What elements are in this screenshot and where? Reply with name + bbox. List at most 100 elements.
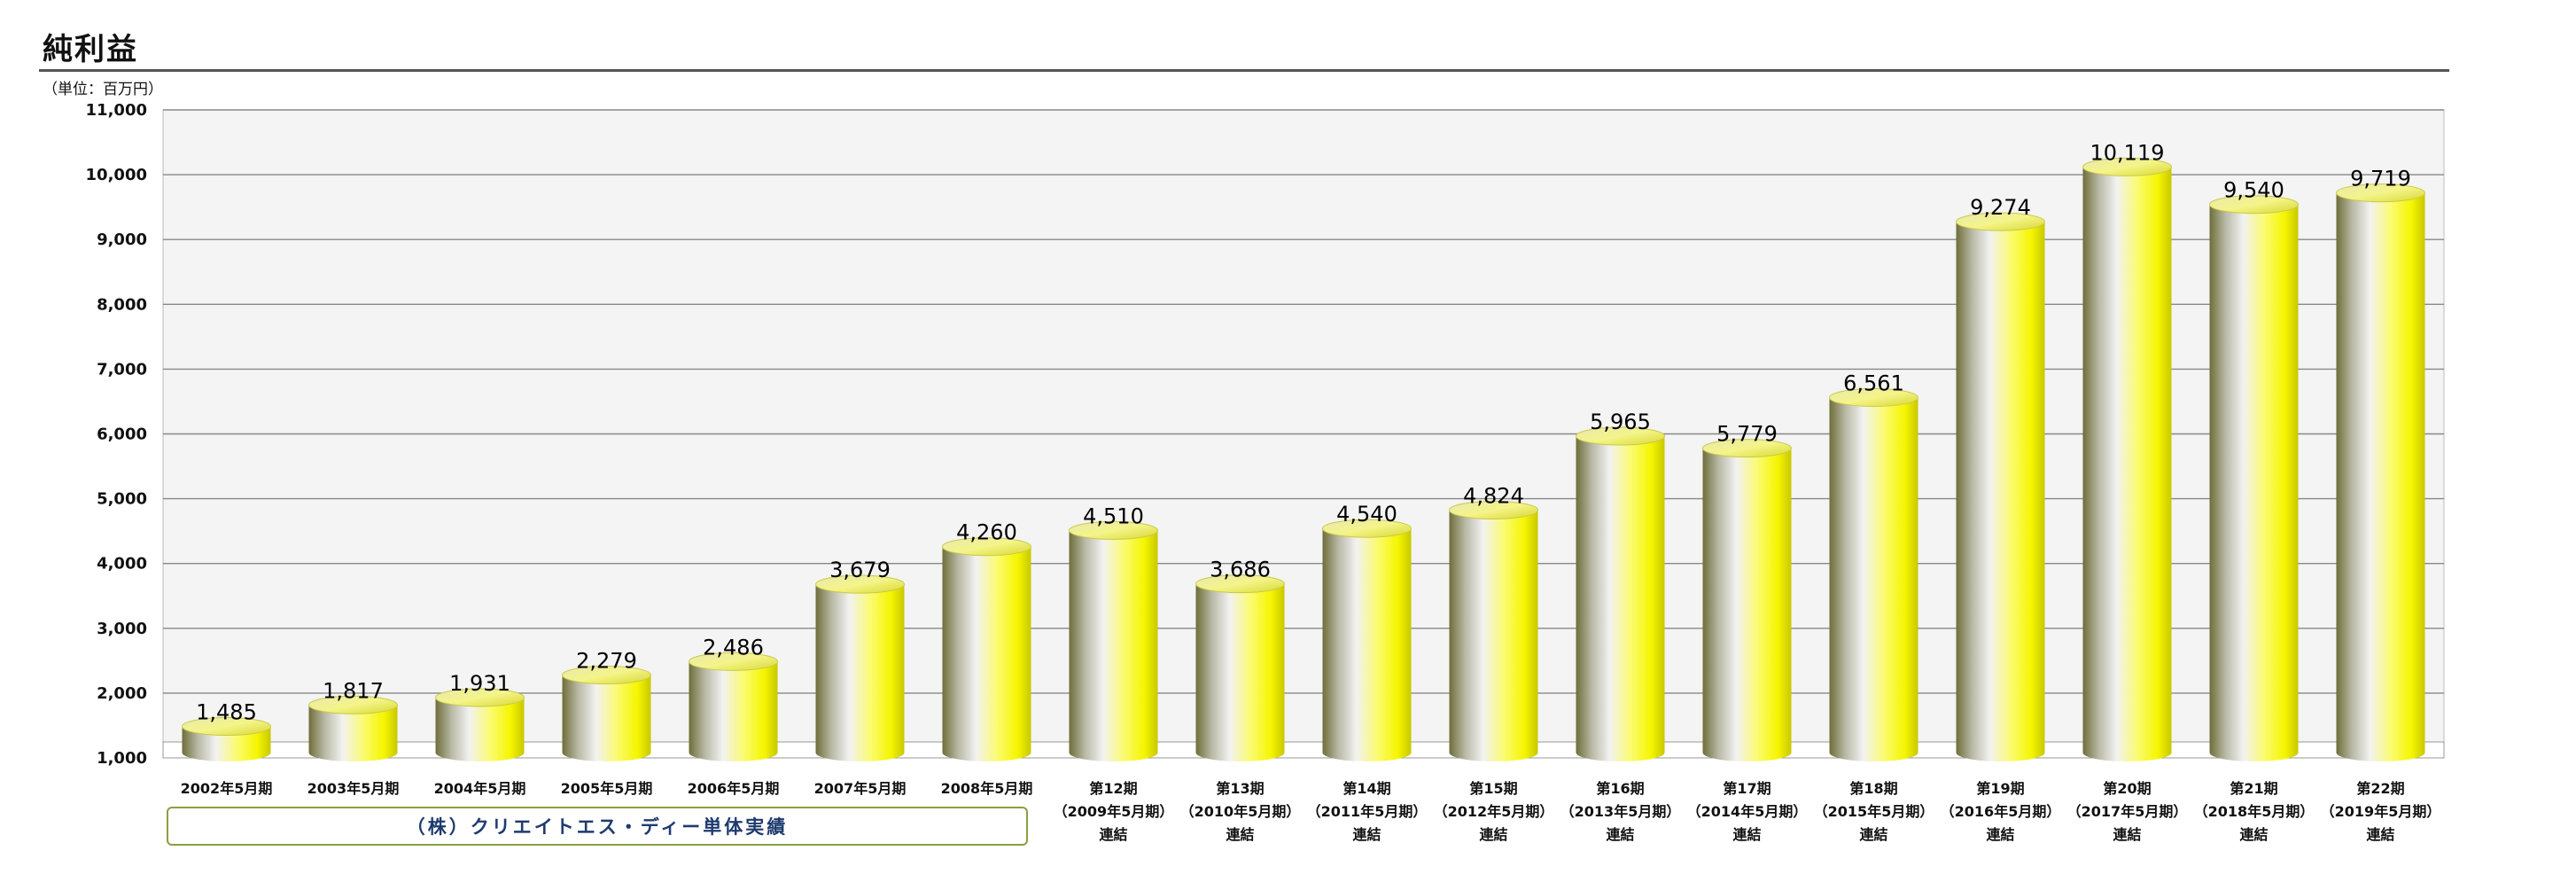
bar-body xyxy=(435,697,525,761)
bar-body xyxy=(1829,397,1918,761)
data-label: 9,274 xyxy=(1970,195,2031,220)
x-tick-label: 2003年5月期 xyxy=(307,780,400,797)
data-label: 2,486 xyxy=(703,635,764,660)
bar-body xyxy=(689,661,778,761)
bar-top xyxy=(1702,439,1792,458)
bar xyxy=(562,666,651,761)
bar xyxy=(182,717,271,761)
bar xyxy=(1069,520,1158,761)
bar-body xyxy=(562,675,651,761)
chart-title: 純利益 xyxy=(43,32,138,67)
data-label: 4,260 xyxy=(956,520,1017,545)
y-tick-label: 4,000 xyxy=(97,555,147,574)
bar-top xyxy=(1195,574,1285,594)
y-tick-label: 10,000 xyxy=(86,166,147,184)
x-tick-label: 2005年5月期 xyxy=(561,780,653,797)
data-label: 10,119 xyxy=(2090,140,2165,165)
bar xyxy=(308,695,398,761)
bar-top xyxy=(182,717,271,737)
bar xyxy=(1702,439,1792,761)
bar-body xyxy=(1449,510,1538,761)
bar xyxy=(815,574,905,761)
bar-body xyxy=(1956,222,2045,761)
bar xyxy=(2082,157,2172,761)
x-tick-label: 第15期（2012年5月期）連結 xyxy=(1434,780,1554,843)
bar-top xyxy=(942,537,1031,557)
bar-top xyxy=(1069,520,1158,540)
data-label: 9,719 xyxy=(2350,167,2411,191)
bar-body xyxy=(942,546,1031,761)
x-tick-label: 第17期（2014年5月期）連結 xyxy=(1687,780,1808,843)
data-label: 4,510 xyxy=(1083,503,1144,528)
bar-top xyxy=(308,695,398,714)
data-label: 9,540 xyxy=(2223,178,2284,203)
x-tick-label: 第21期（2018年5月期）連結 xyxy=(2194,780,2315,843)
x-tick-label: 第14期（2011年5月期）連結 xyxy=(1307,780,1428,843)
bar xyxy=(1956,212,2045,761)
standalone-results-note: （株）クリエイトエス・ディー単体実績 xyxy=(167,807,1028,846)
data-label: 3,686 xyxy=(1210,558,1271,582)
bar-body xyxy=(2082,167,2172,761)
bar xyxy=(2336,183,2425,761)
bar xyxy=(1576,426,1665,761)
bar-body xyxy=(182,726,271,761)
data-label: 4,824 xyxy=(1463,483,1524,508)
bar-top xyxy=(2209,195,2299,215)
bar-top xyxy=(1576,426,1665,446)
y-tick-label: 8,000 xyxy=(97,295,147,314)
data-label: 6,561 xyxy=(1843,371,1904,395)
x-tick-label: 2004年5月期 xyxy=(434,780,526,797)
x-tick-label: 2006年5月期 xyxy=(688,780,780,797)
x-tick-label: 第18期（2015年5月期）連結 xyxy=(1814,780,1934,843)
x-tick-label: 2008年5月期 xyxy=(941,780,1033,797)
bar-top xyxy=(1322,519,1412,538)
bar-top xyxy=(1829,387,1918,407)
x-tick-label: 第16期（2013年5月期）連結 xyxy=(1560,780,1681,843)
bar-top xyxy=(815,574,905,594)
x-tick-label: 第19期（2016年5月期）連結 xyxy=(1941,780,2061,843)
bar-top xyxy=(435,688,525,707)
bar-body xyxy=(2336,192,2425,761)
bar xyxy=(689,652,778,761)
bar-body xyxy=(1069,530,1158,761)
bar-top xyxy=(1956,212,2045,231)
bar xyxy=(1829,387,1918,761)
bar xyxy=(1449,500,1538,761)
bar-body xyxy=(1195,583,1285,761)
data-label: 1,485 xyxy=(196,700,257,725)
data-label: 4,540 xyxy=(1336,502,1397,527)
bar-top xyxy=(2082,157,2172,176)
data-label: 2,279 xyxy=(576,649,637,674)
y-tick-label: 2,000 xyxy=(97,684,147,703)
bar xyxy=(2209,195,2299,761)
bar xyxy=(942,537,1031,761)
bar-top xyxy=(689,652,778,671)
bar xyxy=(1195,574,1285,761)
bar-body xyxy=(1576,436,1665,761)
x-tick-label: 第22期（2019年5月期）連結 xyxy=(2321,780,2441,843)
y-tick-label: 3,000 xyxy=(97,620,147,638)
x-tick-label: 第20期（2017年5月期）連結 xyxy=(2067,780,2188,843)
bar-top xyxy=(562,666,651,685)
x-tick-label: 第13期（2010年5月期）連結 xyxy=(1180,780,1301,843)
x-tick-label: 第12期（2009年5月期）連結 xyxy=(1054,780,1174,843)
bar-top xyxy=(1449,500,1538,519)
data-label: 5,965 xyxy=(1590,410,1651,434)
x-tick-label: 2002年5月期 xyxy=(181,780,273,797)
y-tick-label: 1,000 xyxy=(97,749,147,768)
y-tick-label: 11,000 xyxy=(86,101,147,120)
bar-body xyxy=(308,705,398,761)
bar xyxy=(1322,519,1412,761)
unit-label: （単位：百万円） xyxy=(43,81,163,98)
bar-body xyxy=(815,584,905,761)
y-tick-label: 9,000 xyxy=(97,230,147,249)
y-tick-label: 6,000 xyxy=(97,425,147,444)
data-label: 3,679 xyxy=(829,558,891,582)
data-label: 1,931 xyxy=(449,671,510,696)
y-tick-label: 5,000 xyxy=(97,490,147,509)
title-underline xyxy=(39,69,2449,72)
bar xyxy=(435,688,525,761)
data-label: 1,817 xyxy=(323,678,384,703)
bar-body xyxy=(1702,448,1792,761)
